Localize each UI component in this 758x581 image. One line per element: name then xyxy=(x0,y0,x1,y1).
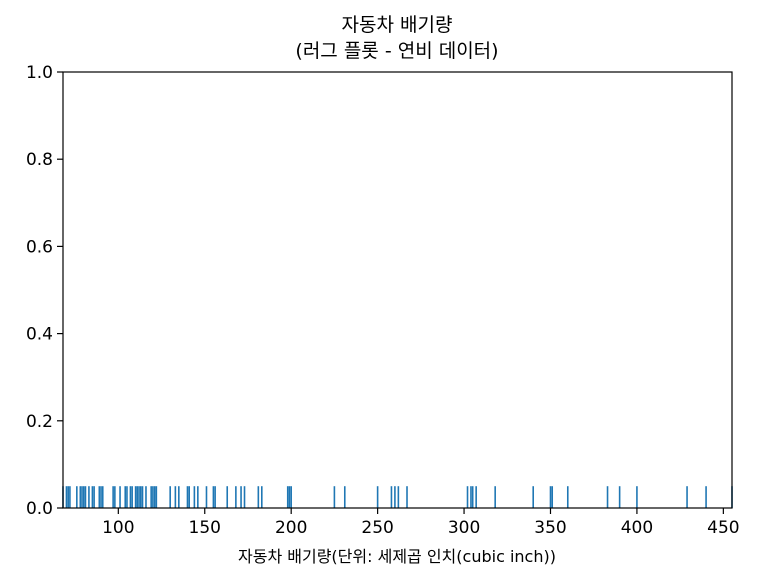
x-axis-label: 자동차 배기량(단위: 세제곱 인치(cubic inch)) xyxy=(238,547,556,566)
y-axis-ticks: 0.0 0.2 0.4 0.6 0.8 1.0 xyxy=(26,63,63,519)
y-tick-label: 0.6 xyxy=(26,237,53,257)
plot-area-frame xyxy=(62,71,733,509)
x-tick-label: 450 xyxy=(707,518,739,538)
x-tick-label: 150 xyxy=(189,518,221,538)
y-tick-label: 0.8 xyxy=(26,150,53,170)
x-tick-label: 300 xyxy=(448,518,480,538)
x-tick-label: 200 xyxy=(275,518,307,538)
x-tick-label: 400 xyxy=(621,518,653,538)
x-tick-label: 350 xyxy=(534,518,566,538)
y-tick-label: 1.0 xyxy=(26,63,53,83)
y-tick-label: 0.4 xyxy=(26,325,53,345)
y-tick-label: 0.2 xyxy=(26,412,53,432)
chart-title: 자동차 배기량 xyxy=(342,14,453,36)
rug-marks xyxy=(62,486,733,508)
x-axis-ticks: 100 150 200 250 300 350 400 450 xyxy=(102,508,740,538)
y-tick-label: 0.0 xyxy=(26,499,53,519)
x-tick-label: 100 xyxy=(102,518,134,538)
x-tick-label: 250 xyxy=(361,518,393,538)
chart-subtitle: (러그 플롯 - 연비 데이터) xyxy=(295,40,498,62)
